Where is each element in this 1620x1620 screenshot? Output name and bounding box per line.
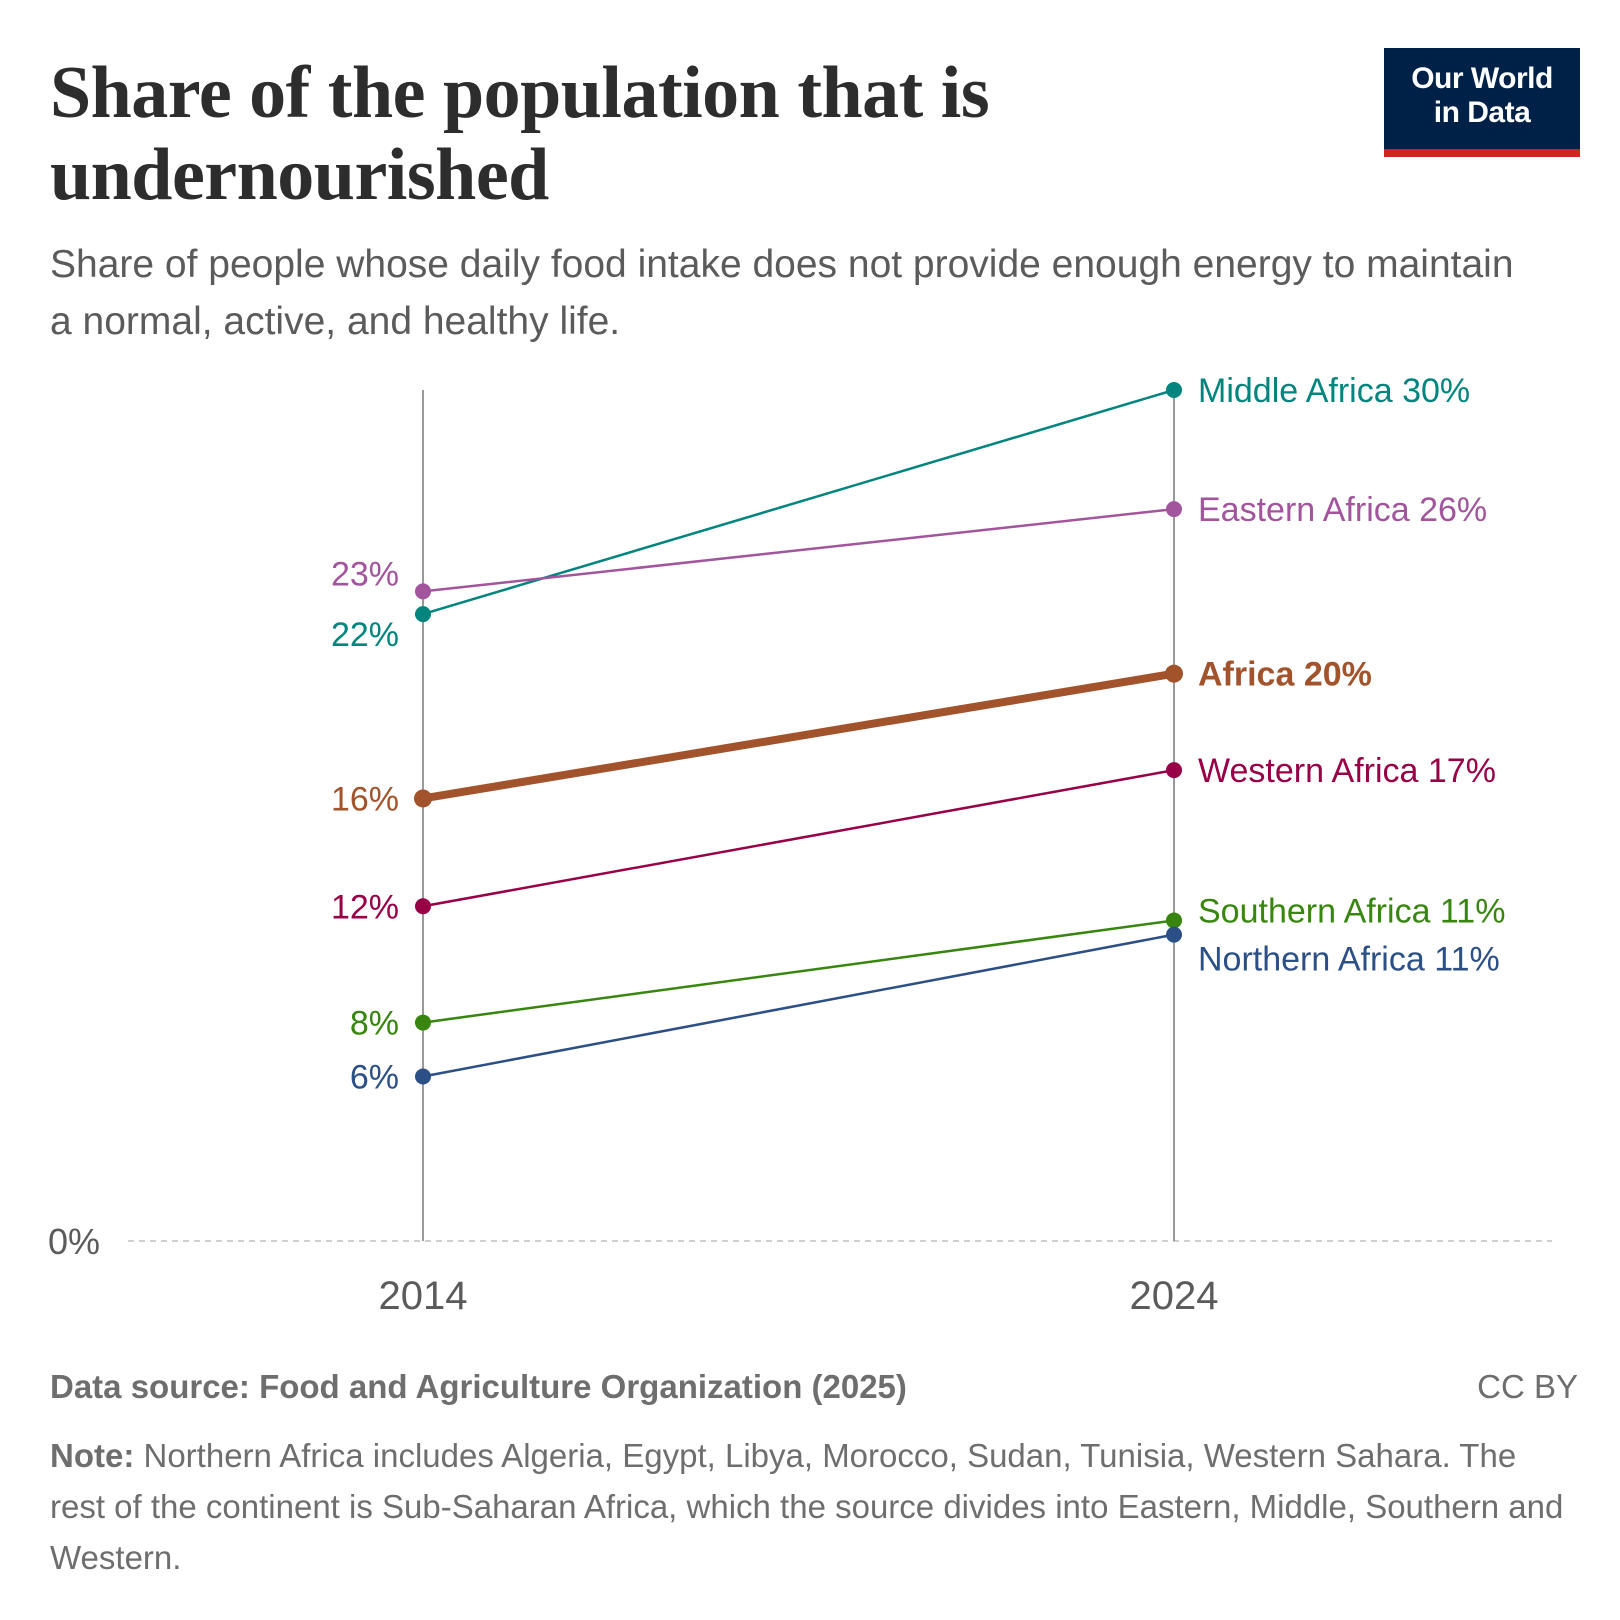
series-line (422, 507, 1175, 593)
note-label: Note: (50, 1437, 135, 1474)
data-point (415, 898, 431, 915)
data-point (1166, 762, 1182, 779)
start-value-label: 23% (331, 555, 399, 593)
series-line (422, 388, 1175, 616)
y-tick-label: 0% (48, 1221, 100, 1262)
note-text: Northern Africa includes Algeria, Egypt,… (50, 1437, 1564, 1576)
start-value-label: 12% (331, 888, 399, 926)
owid-logo[interactable]: Our World in Data (1384, 48, 1580, 157)
x-tick-label: 2024 (1130, 1274, 1219, 1318)
end-series-label: Northern Africa 11% (1198, 941, 1500, 979)
start-value-label: 22% (331, 616, 399, 654)
series-line (422, 669, 1175, 803)
series-line (422, 919, 1175, 1024)
data-point (1166, 382, 1182, 398)
data-point (1166, 912, 1182, 929)
logo-line-1: Our World (1411, 62, 1553, 95)
license[interactable]: CC BY (1477, 1368, 1578, 1405)
series-line (422, 933, 1175, 1078)
start-value-label: 16% (331, 780, 399, 818)
end-series-label: Middle Africa 30% (1198, 372, 1470, 410)
data-point (415, 1014, 431, 1031)
x-tick-label: 2014 (379, 1274, 468, 1318)
chart-title: Share of the population that is undernou… (50, 52, 990, 216)
data-point (415, 583, 431, 600)
start-value-label: 6% (350, 1058, 399, 1096)
data-point (1165, 664, 1183, 683)
start-value-label: 8% (350, 1005, 399, 1043)
note: Note: Northern Africa includes Algeria, … (50, 1430, 1580, 1583)
chart-subtitle: Share of people whose daily food intake … (50, 243, 1514, 343)
data-point (415, 606, 431, 623)
end-series-label: Africa 20% (1198, 656, 1372, 694)
data-point (1166, 501, 1182, 518)
series-line (422, 768, 1175, 908)
data-point (414, 789, 432, 808)
end-series-label: Western Africa 17% (1198, 752, 1496, 790)
end-series-label: Southern Africa 11% (1198, 892, 1505, 930)
data-point (1166, 926, 1182, 943)
end-series-label: Eastern Africa 26% (1198, 491, 1487, 529)
data-point (415, 1068, 431, 1085)
logo-line-2: in Data (1433, 96, 1531, 129)
data-source[interactable]: Data source: Food and Agriculture Organi… (50, 1368, 907, 1405)
